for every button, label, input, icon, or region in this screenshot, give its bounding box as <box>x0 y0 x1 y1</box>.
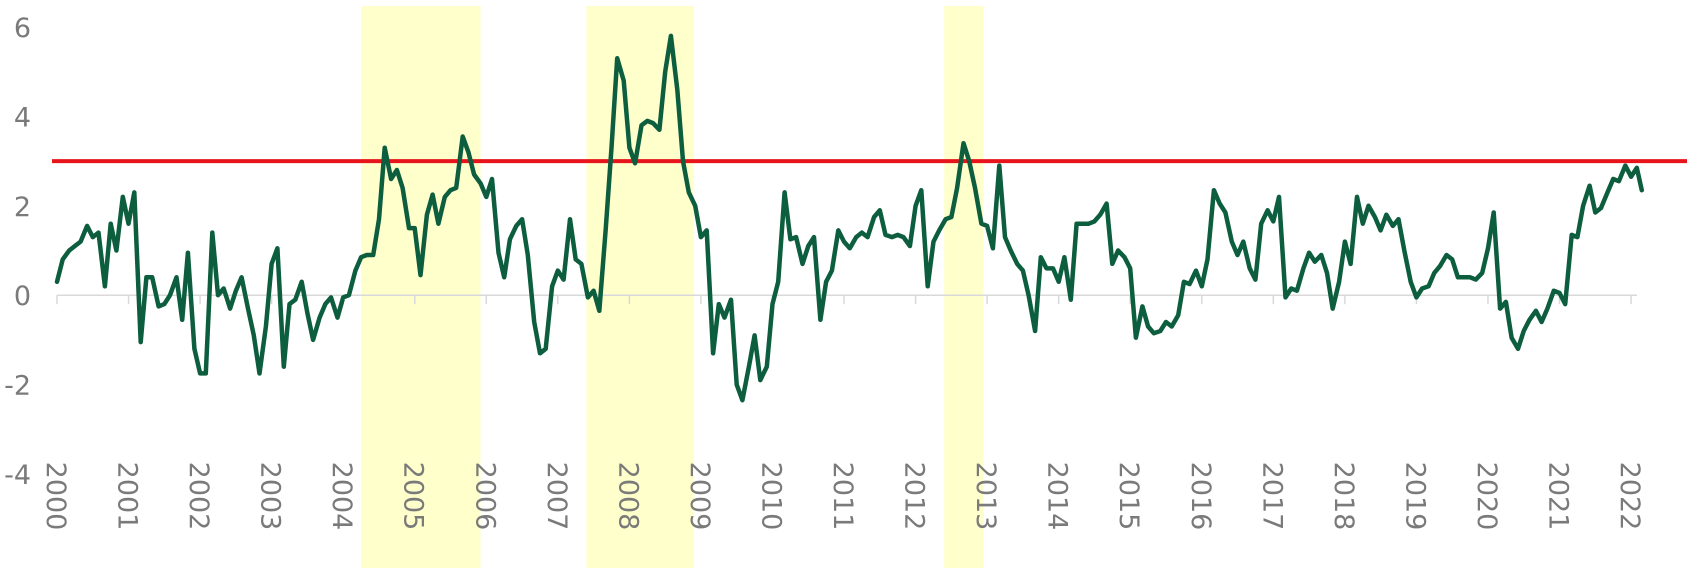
x-tick-label-2013: 2013 <box>970 462 1001 531</box>
x-tick-label-2010: 2010 <box>755 462 786 531</box>
shaded-periods <box>361 6 984 568</box>
series-group <box>54 33 1645 403</box>
x-tick-label-2004: 2004 <box>326 462 357 531</box>
x-tick-label-2022: 2022 <box>1614 462 1645 531</box>
x-tick-label-2018: 2018 <box>1328 462 1359 531</box>
x-tick-label-2019: 2019 <box>1399 462 1430 531</box>
shaded-period-3 <box>944 6 984 568</box>
y-axis-ticks: -4 -2 0 2 4 6 <box>4 13 31 491</box>
x-tick-label-2017: 2017 <box>1256 462 1287 531</box>
x-tick-label-2012: 2012 <box>899 462 930 531</box>
y-tick-label-6: 6 <box>14 13 31 44</box>
x-tick-label-2020: 2020 <box>1471 462 1502 531</box>
x-tick-label-2003: 2003 <box>255 462 286 531</box>
x-tick-label-2008: 2008 <box>612 462 643 531</box>
x-tick-label-2011: 2011 <box>827 462 858 531</box>
x-tick-label-2006: 2006 <box>469 462 500 531</box>
x-tick-label-2005: 2005 <box>398 462 429 531</box>
y-tick-label-0: 0 <box>14 281 31 312</box>
x-tick-label-2014: 2014 <box>1042 462 1073 531</box>
x-tick-label-2016: 2016 <box>1185 462 1216 531</box>
y-tick-label--4: -4 <box>4 460 31 491</box>
shaded-period-1 <box>361 6 481 568</box>
x-tick-label-2015: 2015 <box>1113 462 1144 531</box>
series-line-1 <box>54 33 1645 403</box>
x-tick-label-2009: 2009 <box>684 462 715 531</box>
x-tick-label-2002: 2002 <box>183 462 214 531</box>
zero-axis <box>56 294 1637 305</box>
x-tick-label-2021: 2021 <box>1543 462 1574 531</box>
y-tick-label-4: 4 <box>14 102 31 133</box>
x-tick-label-2001: 2001 <box>112 462 143 531</box>
x-axis-ticks: 2000 2001 2002 2003 2004 2005 2006 2007 2008 2009… <box>40 462 1645 531</box>
y-tick-label--2: -2 <box>4 371 31 402</box>
x-tick-label-2000: 2000 <box>40 462 71 531</box>
y-tick-label-2: 2 <box>14 192 31 223</box>
x-tick-label-2007: 2007 <box>541 462 572 531</box>
